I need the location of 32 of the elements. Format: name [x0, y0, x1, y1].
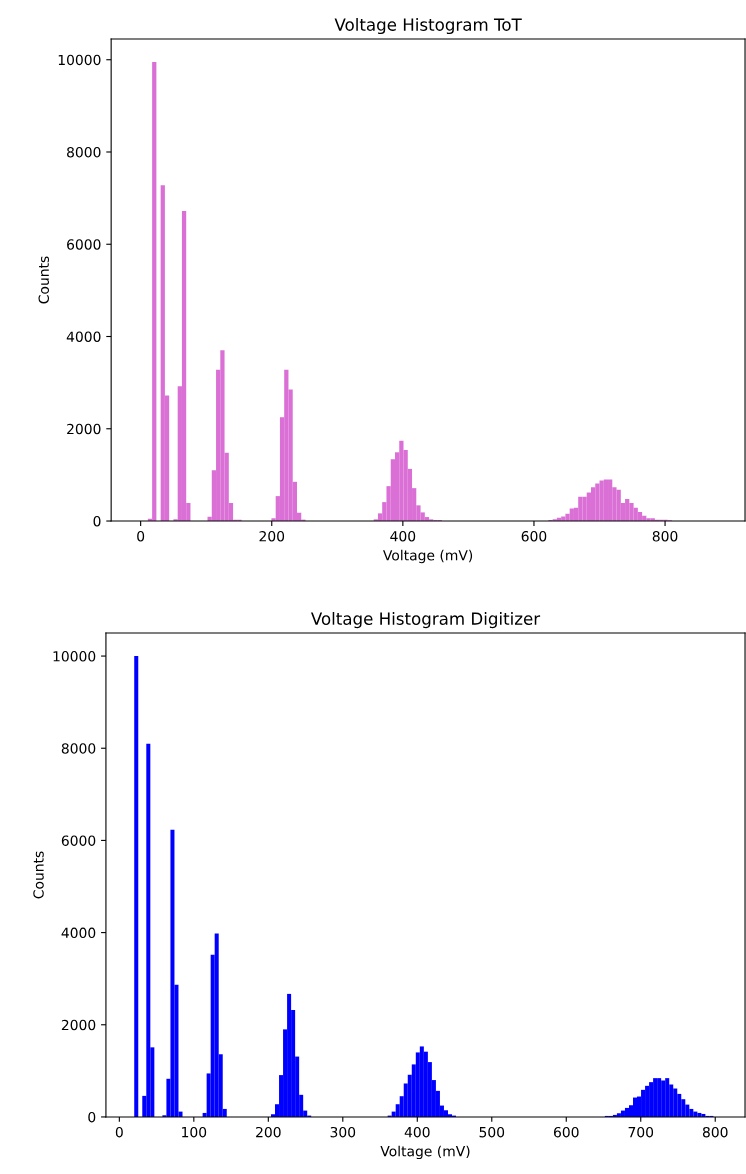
x-tick-label: 200 — [259, 530, 285, 542]
x-tick-label: 600 — [553, 1126, 579, 1138]
x-tick-label: 600 — [521, 530, 547, 542]
x-tick-label: 700 — [628, 1126, 654, 1138]
x-tick-label: 500 — [479, 1126, 505, 1138]
x-axis-title: Voltage (mV) — [383, 549, 473, 564]
x-tick-label: 0 — [137, 530, 145, 542]
x-tick-label: 200 — [256, 1126, 281, 1138]
x-tick-label: 400 — [404, 1126, 430, 1138]
y-tick-label: 0 — [88, 1111, 96, 1123]
chart-title: Voltage Histogram Digitizer — [310, 612, 541, 629]
x-tick-label: 100 — [182, 1126, 207, 1138]
y-tick-label: 0 — [93, 515, 101, 527]
y-tick-label: 10000 — [58, 54, 101, 66]
x-axis-title: Voltage (mV) — [380, 1145, 470, 1160]
chart-title: Voltage Histogram ToT — [334, 17, 522, 35]
y-tick-label: 6000 — [61, 835, 96, 846]
x-tick-label: 800 — [652, 530, 678, 542]
y-axis-title: Counts — [38, 256, 49, 304]
x-tick-label: 0 — [115, 1126, 123, 1138]
y-tick-label: 6000 — [67, 239, 101, 250]
y-tick-label: 4000 — [61, 927, 96, 939]
y-tick-label: 8000 — [61, 743, 96, 754]
x-tick-label: 400 — [390, 530, 416, 542]
y-axis-title: Counts — [33, 851, 44, 899]
y-tick-label: 8000 — [67, 146, 101, 158]
y-tick-label: 10000 — [53, 651, 96, 662]
x-tick-label: 300 — [330, 1126, 356, 1138]
y-tick-label: 4000 — [66, 331, 101, 342]
y-tick-label: 2000 — [61, 1019, 96, 1031]
x-tick-label: 800 — [702, 1126, 728, 1138]
y-tick-label: 2000 — [67, 423, 101, 435]
